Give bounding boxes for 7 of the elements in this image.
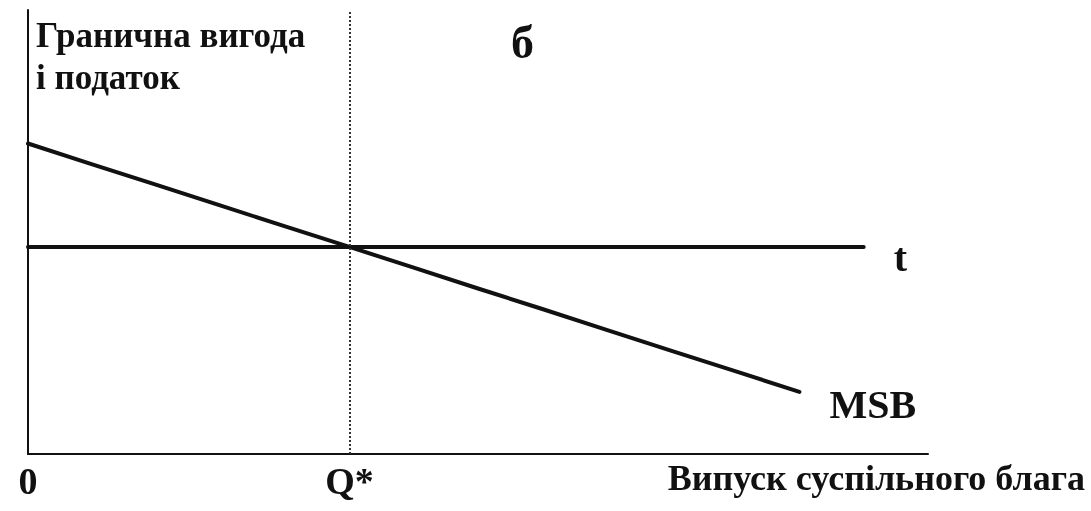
y-axis-title: Гранична вигода і податок bbox=[36, 15, 306, 97]
series-label: MSB bbox=[829, 382, 917, 428]
x-tick-label: Q* bbox=[325, 460, 374, 502]
x-axis-title: Випуск суспільного блага bbox=[667, 458, 1085, 498]
series-label: t bbox=[893, 235, 908, 281]
x-tick-label: 0 bbox=[18, 460, 38, 502]
chart-title: б bbox=[511, 16, 534, 68]
